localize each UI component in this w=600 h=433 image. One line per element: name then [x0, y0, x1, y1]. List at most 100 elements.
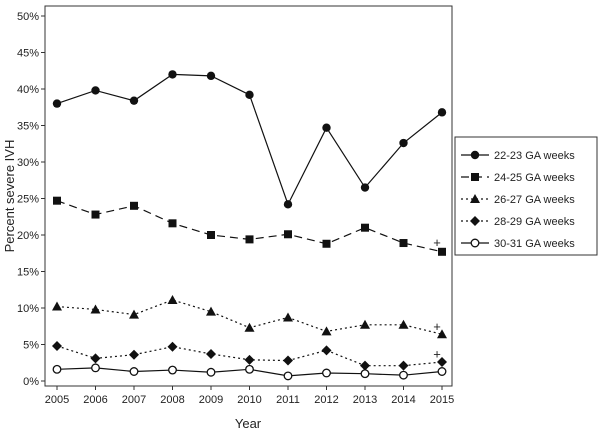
y-tick-label: 40%	[17, 84, 39, 96]
data-point	[437, 329, 447, 339]
data-point	[168, 219, 177, 228]
data-point	[90, 353, 101, 364]
series-layer	[52, 70, 447, 381]
data-point	[129, 349, 139, 360]
data-point	[283, 312, 293, 322]
series-3	[52, 294, 447, 339]
legend-label: 22-23 GA weeks	[494, 150, 575, 162]
data-point	[245, 235, 254, 244]
data-point	[438, 247, 446, 256]
data-point	[245, 364, 254, 374]
annotation-plus: +	[433, 319, 441, 334]
x-tick-label: 2013	[353, 394, 377, 406]
data-point	[130, 201, 138, 210]
y-tick-label: 25%	[17, 194, 39, 206]
data-point	[129, 309, 139, 319]
data-point	[129, 367, 139, 376]
y-axis: 0% 5% 10% 15% 20% 25% 30% 35% 40% 45% 50%	[17, 11, 45, 388]
x-tick-label: 2012	[314, 394, 338, 406]
data-point	[244, 354, 255, 365]
series-4	[52, 340, 447, 371]
legend-label: 30-31 GA weeks	[494, 238, 575, 250]
annotation-plus: +	[433, 235, 441, 250]
data-point	[52, 301, 62, 311]
y-tick-label: 10%	[17, 303, 39, 315]
x-tick-label: 2011	[276, 394, 300, 406]
data-point	[283, 355, 293, 366]
x-axis: 2005 2006 2007 2008 2009 2010 2011 2012 2013 2014…	[45, 386, 454, 406]
data-point	[360, 360, 370, 371]
data-point	[52, 364, 62, 374]
y-tick-label: 35%	[17, 121, 39, 133]
data-point	[437, 357, 447, 368]
y-tick-label: 45%	[17, 48, 39, 60]
legend: 22-23 GA weeks 24-25 GA weeks 26-27 GA wee…	[454, 136, 598, 256]
data-point	[168, 70, 177, 79]
x-tick-label: 2010	[237, 394, 261, 406]
data-point	[52, 99, 62, 108]
data-point	[168, 365, 177, 375]
data-point	[283, 200, 293, 209]
data-point	[321, 326, 332, 336]
x-axis-label: Year	[235, 416, 262, 431]
x-tick-label: 2007	[122, 394, 146, 406]
data-point	[399, 138, 408, 148]
y-tick-label: 30%	[17, 157, 39, 169]
x-tick-label: 2008	[160, 394, 184, 406]
data-point	[91, 363, 100, 373]
data-point	[321, 345, 332, 356]
y-tick-label: 0%	[23, 376, 39, 388]
annotation-plus: +	[433, 347, 441, 362]
data-point	[91, 210, 100, 219]
data-point	[284, 230, 292, 239]
data-point	[399, 239, 408, 248]
legend-marker	[470, 150, 480, 160]
x-tick-label: 2006	[83, 394, 107, 406]
series-5	[52, 363, 447, 381]
legend-marker	[470, 216, 480, 226]
legend-marker	[470, 238, 480, 248]
y-tick-label: 5%	[23, 340, 39, 352]
data-point	[437, 108, 447, 117]
data-point	[206, 71, 216, 81]
data-point	[245, 90, 254, 100]
data-point	[322, 239, 331, 248]
data-point	[52, 340, 62, 351]
legend-label: 26-27 GA weeks	[494, 194, 575, 206]
data-point	[437, 367, 447, 376]
legend-marker	[470, 194, 480, 203]
x-tick-label: 2005	[45, 394, 69, 406]
y-tick-label: 20%	[17, 230, 39, 242]
annotations: + + +	[433, 235, 441, 362]
data-point	[244, 322, 255, 332]
data-point	[322, 123, 331, 132]
y-tick-label: 15%	[17, 267, 39, 279]
data-point	[360, 369, 370, 379]
data-point	[207, 231, 215, 239]
x-tick-label: 2009	[199, 394, 223, 406]
data-point	[91, 86, 100, 95]
legend-label: 28-29 GA weeks	[494, 216, 575, 228]
data-point	[53, 196, 61, 205]
legend-label: 24-25 GA weeks	[494, 172, 575, 184]
data-point	[206, 306, 216, 316]
data-point	[398, 360, 409, 371]
y-tick-label: 50%	[17, 11, 39, 23]
data-point	[90, 304, 101, 314]
series-1	[52, 70, 447, 209]
x-tick-label: 2014	[391, 394, 415, 406]
data-point	[361, 223, 369, 232]
data-point	[206, 348, 216, 359]
data-point	[398, 319, 409, 329]
series-line	[56, 200, 443, 253]
data-point	[283, 371, 293, 381]
data-point	[360, 319, 370, 329]
data-point	[399, 370, 408, 380]
data-point	[360, 183, 370, 192]
y-axis-label: Percent severe IVH	[2, 140, 17, 253]
data-point	[129, 96, 139, 105]
x-tick-label: 2015	[430, 394, 454, 406]
data-point	[167, 294, 178, 304]
legend-marker	[471, 173, 479, 181]
